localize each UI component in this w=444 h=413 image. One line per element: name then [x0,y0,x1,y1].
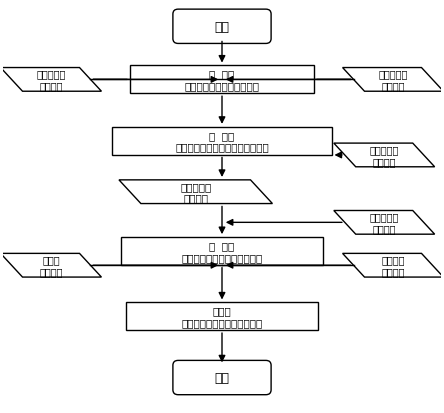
Polygon shape [343,254,444,278]
Bar [112,128,332,155]
Text: 传输线
特性阻抗: 传输线 特性阻抗 [39,255,63,276]
Polygon shape [334,144,435,167]
Text: 结束: 结束 [214,371,230,384]
Polygon shape [119,180,273,204]
Text: 第四步
计算微波器件归一化散射参数: 第四步 计算微波器件归一化散射参数 [182,306,262,327]
Polygon shape [343,69,444,92]
Text: 第  一步
计算延时传输线的传输参数: 第 一步 计算延时传输线的传输参数 [185,69,259,91]
Bar [126,303,318,330]
Bar [121,237,323,265]
Text: 开始: 开始 [214,21,230,34]
Text: 全套校准件
校准系数: 全套校准件 校准系数 [180,181,211,203]
Text: 延时校准件
散射参数: 延时校准件 散射参数 [378,69,408,91]
Polygon shape [0,69,101,92]
Text: 第  三步
计算微波器件去嵌入传输参数: 第 三步 计算微波器件去嵌入传输参数 [182,240,262,262]
Polygon shape [334,211,435,235]
Text: 系统测量
参考阻抗: 系统测量 参考阻抗 [381,255,405,276]
Text: 直通校准件
散射参数: 直通校准件 散射参数 [36,69,66,91]
FancyBboxPatch shape [173,361,271,395]
Polygon shape [0,254,101,278]
FancyBboxPatch shape [173,10,271,44]
Bar [130,66,314,94]
Text: 待测件端口
散射参数: 待测件端口 散射参数 [369,212,399,234]
Text: 第  二步
计算虚拟延时线校准件的传输参数: 第 二步 计算虚拟延时线校准件的传输参数 [175,131,269,152]
Text: 反射校准件
散射参数: 反射校准件 散射参数 [369,145,399,166]
